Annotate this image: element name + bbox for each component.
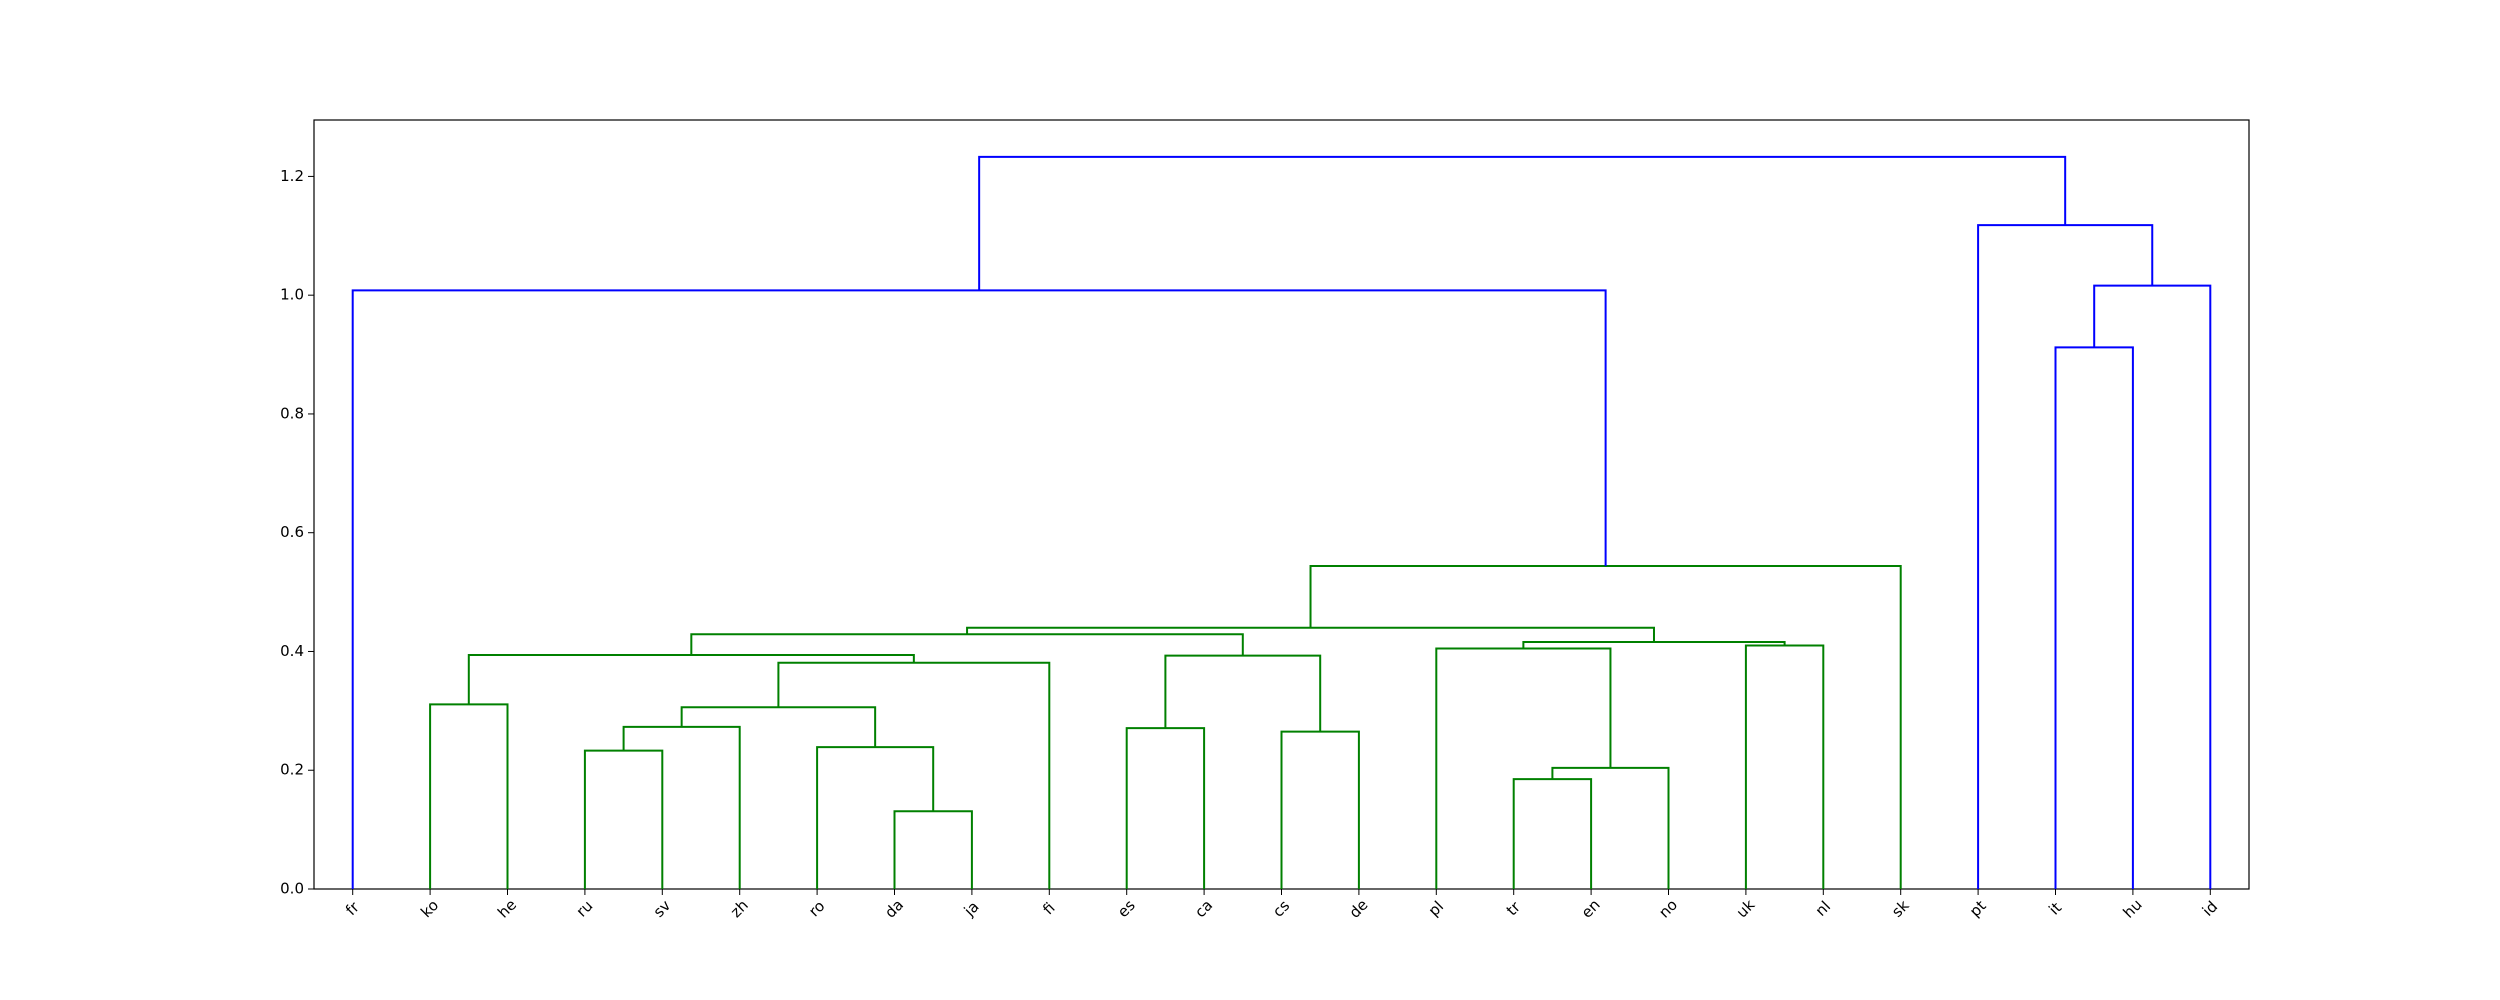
dendrogram-link	[429, 703, 509, 889]
dendrogram-link	[1435, 647, 1612, 889]
dendrogram-link	[893, 810, 973, 889]
x-tick-label: ca	[1191, 896, 1216, 921]
x-tick-label: hu	[2119, 896, 2145, 922]
dendrogram-link	[2093, 284, 2212, 889]
dendrogram-link	[1551, 766, 1670, 889]
x-tick-label: cs	[1269, 896, 1293, 920]
y-tick-label: 1.0	[280, 286, 304, 304]
x-tick-label: nl	[1812, 897, 1834, 919]
dendrogram-link	[816, 746, 935, 889]
x-tick-label: sk	[1888, 896, 1913, 921]
dendrogram-link	[1977, 224, 2154, 889]
x-tick-label: pl	[1425, 897, 1447, 919]
y-tick-label: 0.8	[280, 404, 304, 422]
dendrogram-link	[1280, 730, 1360, 889]
dendrogram-link	[1512, 778, 1593, 889]
x-tick-label: ko	[417, 896, 442, 921]
x-tick-label: zh	[727, 896, 752, 921]
dendrogram-link	[777, 661, 1051, 889]
x-tick-label: ru	[573, 897, 597, 921]
y-tick-label: 0.2	[280, 761, 304, 779]
x-tick-label: fi	[1039, 899, 1058, 918]
dendrogram-link	[2054, 346, 2134, 889]
x-tick-label: en	[1578, 896, 1604, 922]
dendrogram-link	[690, 633, 1244, 656]
y-tick-label: 0.6	[280, 523, 304, 541]
dendrogram-link	[1522, 640, 1786, 649]
dendrogram-link	[1125, 727, 1206, 889]
x-tick-label: es	[1114, 896, 1139, 921]
x-tick-label: tr	[1503, 897, 1525, 919]
x-tick-label: fr	[342, 898, 363, 919]
x-tick-label: sv	[650, 896, 675, 921]
dendrogram-link	[1744, 644, 1825, 889]
dendrogram-link	[978, 155, 2067, 291]
x-tick-label: he	[494, 896, 520, 922]
dendrogram-link	[1164, 654, 1322, 732]
dendrogram-link	[351, 289, 1607, 889]
x-tick-label: no	[1655, 896, 1681, 922]
x-tick-label: da	[881, 896, 907, 922]
x-tick-label: uk	[1733, 896, 1759, 922]
x-tick-label: id	[2199, 897, 2221, 919]
y-tick-label: 0.0	[280, 880, 304, 898]
y-tick-label: 0.4	[280, 642, 304, 660]
x-tick-label: ro	[805, 897, 828, 920]
dendrogram-link	[1309, 564, 1902, 889]
y-tick-label: 1.2	[280, 167, 304, 185]
x-tick-label: it	[2045, 899, 2065, 919]
x-tick-label: pt	[1966, 897, 1990, 921]
x-tick-label: de	[1346, 896, 1372, 922]
dendrogram-link	[583, 749, 664, 889]
x-tick-label: ja	[960, 898, 983, 921]
